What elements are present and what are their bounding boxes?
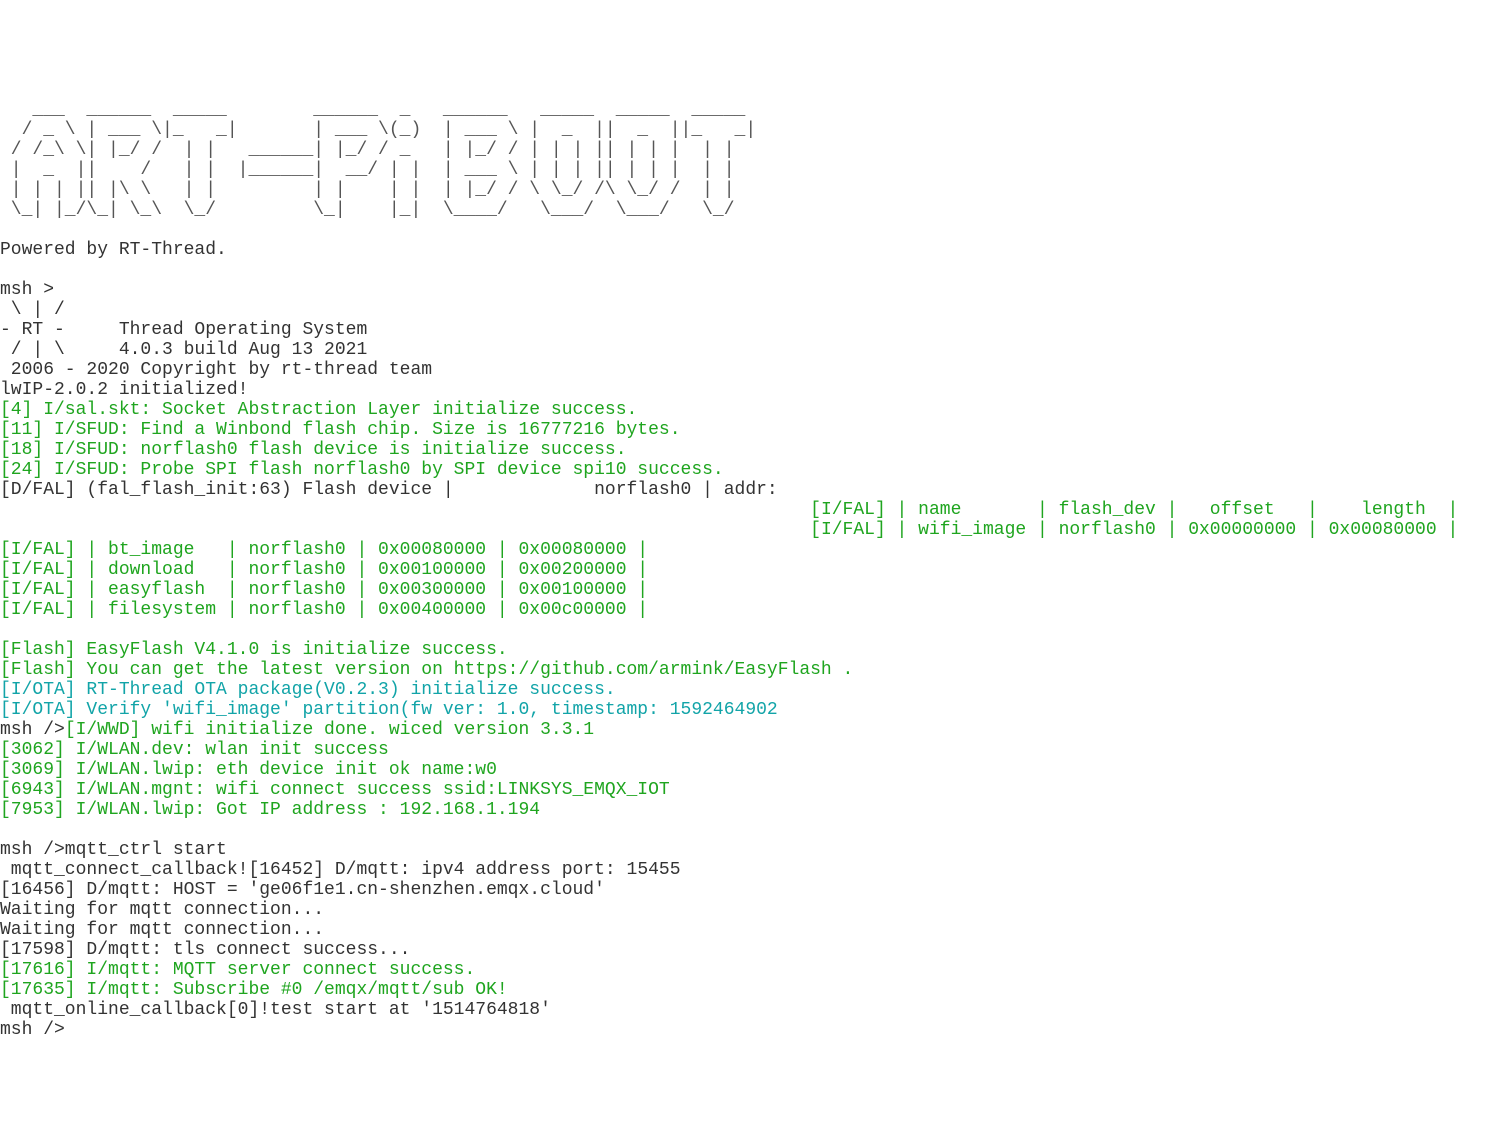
fal-header-pre <box>0 500 810 520</box>
msh-prompt[interactable]: msh > <box>0 280 54 300</box>
rt-banner-line: - RT - Thread Operating System <box>0 320 367 340</box>
ota-init: [I/OTA] RT-Thread OTA package(V0.2.3) in… <box>0 680 616 700</box>
powered-by: Powered by RT-Thread. <box>0 240 227 260</box>
wlan-line: [6943] I/WLAN.mgnt: wifi connect success… <box>0 780 670 800</box>
sfud-line: [24] I/SFUD: Probe SPI flash norflash0 b… <box>0 460 724 480</box>
sfud-line: [18] I/SFUD: norflash0 flash device is i… <box>0 440 627 460</box>
ascii-line: ___ ______ _____ ______ _ ______ _____ _… <box>0 100 745 120</box>
msh-prompt[interactable]: msh /> <box>0 720 65 740</box>
wifi-init: [I/WWD] wifi initialize done. wiced vers… <box>65 720 594 740</box>
fal-wifi-pre <box>0 520 810 540</box>
mqtt-connect-ok: [17616] I/mqtt: MQTT server connect succ… <box>0 960 475 980</box>
sal-init: [4] I/sal.skt: Socket Abstraction Layer … <box>0 400 637 420</box>
easyflash-link: [Flash] You can get the latest version o… <box>0 660 853 680</box>
fal-table-row: [I/FAL] | download | norflash0 | 0x00100… <box>0 560 648 580</box>
mqtt-connect-cb: mqtt_connect_callback! <box>0 860 248 880</box>
fal-table-header: [I/FAL] | name | flash_dev | offset | le… <box>810 500 1458 520</box>
fal-table-row: [I/FAL] | easyflash | norflash0 | 0x0030… <box>0 580 648 600</box>
mqtt-start-cmd[interactable]: msh />mqtt_ctrl start <box>0 840 227 860</box>
mqtt-wait: Waiting for mqtt connection... <box>0 900 324 920</box>
easyflash-init: [Flash] EasyFlash V4.1.0 is initialize s… <box>0 640 508 660</box>
msh-prompt[interactable]: msh /> <box>0 1020 65 1040</box>
fal-table-row: [I/FAL] | filesystem | norflash0 | 0x004… <box>0 600 648 620</box>
mqtt-host: [16456] D/mqtt: HOST = 'ge06f1e1.cn-shen… <box>0 880 605 900</box>
ascii-line: | | | || |\ \ | | | | | | | |_/ / \ \_/ … <box>0 180 735 200</box>
ota-verify: [I/OTA] Verify 'wifi_image' partition(fw… <box>0 700 778 720</box>
ascii-line: / /_\ \| |_/ / | | ______| |_/ / _ | |_/… <box>0 140 735 160</box>
terminal-output: ___ ______ _____ ______ _ ______ _____ _… <box>0 80 1492 1040</box>
rt-banner-line: / | \ 4.0.3 build Aug 13 2021 <box>0 340 367 360</box>
fal-table-row: [I/FAL] | wifi_image | norflash0 | 0x000… <box>810 520 1458 540</box>
fal-table-row: [I/FAL] | bt_image | norflash0 | 0x00080… <box>0 540 648 560</box>
rt-banner-line: 2006 - 2020 Copyright by rt-thread team <box>0 360 432 380</box>
fal-flash-init: [D/FAL] (fal_flash_init:63) Flash device… <box>0 480 778 500</box>
mqtt-tls: [17598] D/mqtt: tls connect success... <box>0 940 410 960</box>
lwip-init: lwIP-2.0.2 initialized! <box>0 380 248 400</box>
mqtt-wait: Waiting for mqtt connection... <box>0 920 324 940</box>
mqtt-addr: [16452] D/mqtt: ipv4 address port: 15455 <box>248 860 680 880</box>
wlan-line: [3069] I/WLAN.lwip: eth device init ok n… <box>0 760 497 780</box>
rt-banner-line: \ | / <box>0 300 65 320</box>
mqtt-online-cb: mqtt_online_callback[0]!test start at '1… <box>0 1000 551 1020</box>
wlan-line: [7953] I/WLAN.lwip: Got IP address : 192… <box>0 800 540 820</box>
ascii-art-logo: ___ ______ _____ ______ _ ______ _____ _… <box>0 100 1492 220</box>
ascii-line: / _ \ | ___ \|_ _| | ___ \(_) | ___ \ | … <box>0 120 756 140</box>
ascii-line: \_| |_/\_| \_\ \_/ \_| |_| \____/ \___/ … <box>0 200 735 220</box>
wlan-line: [3062] I/WLAN.dev: wlan init success <box>0 740 389 760</box>
sfud-line: [11] I/SFUD: Find a Winbond flash chip. … <box>0 420 681 440</box>
mqtt-subscribe-ok: [17635] I/mqtt: Subscribe #0 /emqx/mqtt/… <box>0 980 508 1000</box>
ascii-line: | _ || / | | |______| __/ | | | ___ \ | … <box>0 160 735 180</box>
